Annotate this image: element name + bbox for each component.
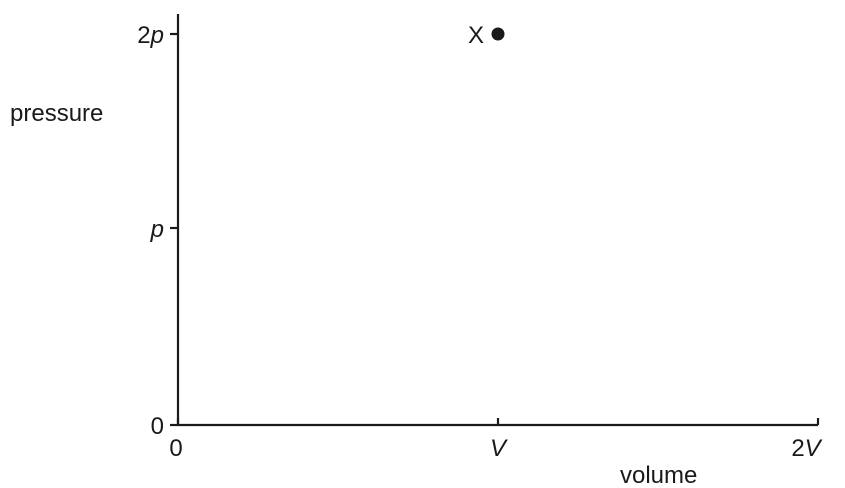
- x-tick-label-0: 0: [169, 435, 182, 462]
- x-tick-label-2V: 2V: [791, 435, 822, 462]
- y-tick-label-p: p: [150, 216, 164, 243]
- y-tick-label-0: 0: [151, 413, 164, 440]
- x-tick-label-V: V: [490, 435, 508, 462]
- data-points: X: [468, 22, 505, 49]
- point-X: [491, 27, 505, 41]
- y-tick-label-2p: 2p: [137, 22, 164, 49]
- x-axis-label: volume: [620, 462, 697, 488]
- point-label-X: X: [468, 22, 484, 49]
- y-axis-label: pressure: [10, 100, 103, 127]
